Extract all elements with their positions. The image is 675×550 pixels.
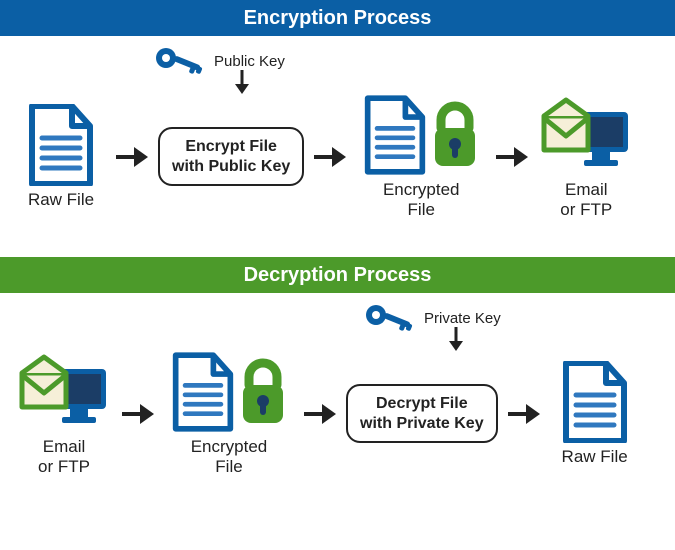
encrypt-line2: with Public Key (172, 157, 290, 176)
raw-file-node: Raw File (550, 361, 640, 467)
decryption-row: Email or FTP (0, 293, 675, 486)
encryption-row: Raw File Encrypt File with Public Key (0, 36, 675, 229)
transport-node: Email or FTP (16, 351, 112, 476)
decrypt-step: Decrypt File with Private Key (346, 384, 498, 442)
arrow-icon (120, 399, 156, 429)
decryption-title: Decryption Process (244, 264, 432, 287)
encrypted-file-label: Encrypted File (191, 437, 268, 476)
encrypted-file-node: Encrypted File (164, 351, 294, 476)
encryption-panel: Encryption Process Public Key (0, 0, 675, 229)
encrypted-file-node: Encrypted File (356, 94, 486, 219)
file-icon (362, 94, 428, 176)
private-key-annotation: Private Key (362, 301, 501, 335)
transport-node: Email or FTP (538, 94, 634, 219)
raw-file-label: Raw File (28, 190, 94, 210)
decryption-header: Decryption Process (0, 257, 675, 293)
raw-file-label: Raw File (562, 447, 628, 467)
arrow-icon (302, 399, 338, 429)
encrypted-file-label: Encrypted File (383, 180, 460, 219)
transport-label: Email or FTP (560, 180, 612, 219)
arrow-icon (506, 399, 542, 429)
decryption-panel: Decryption Process Private Key (0, 257, 675, 486)
public-key-label: Public Key (214, 53, 285, 70)
decrypt-line1: Decrypt File (360, 394, 484, 413)
arrow-icon (114, 142, 150, 172)
private-key-label: Private Key (424, 310, 501, 327)
key-icon (362, 301, 418, 335)
raw-file-node: Raw File (16, 104, 106, 210)
file-icon (26, 104, 96, 186)
encrypt-line1: Encrypt File (172, 137, 290, 156)
encrypt-step: Encrypt File with Public Key (158, 127, 304, 185)
encrypt-pill: Encrypt File with Public Key (158, 127, 304, 185)
public-key-annotation: Public Key (152, 44, 285, 78)
lock-icon (238, 357, 288, 427)
down-arrow-icon (232, 70, 252, 96)
email-ftp-icon (540, 94, 632, 176)
arrow-icon (494, 142, 530, 172)
file-icon (170, 351, 236, 433)
decrypt-line2: with Private Key (360, 414, 484, 433)
down-arrow-icon (446, 327, 466, 353)
lock-icon (430, 100, 480, 170)
file-icon (560, 361, 630, 443)
email-ftp-icon (18, 351, 110, 433)
encryption-header: Encryption Process (0, 0, 675, 36)
transport-label: Email or FTP (38, 437, 90, 476)
arrow-icon (312, 142, 348, 172)
key-icon (152, 44, 208, 78)
decrypt-pill: Decrypt File with Private Key (346, 384, 498, 442)
encryption-title: Encryption Process (244, 7, 432, 30)
